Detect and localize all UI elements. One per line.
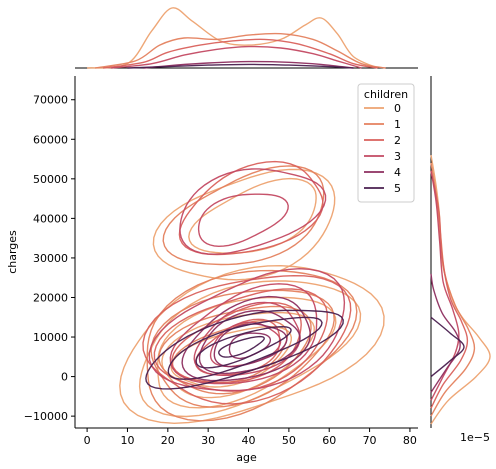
contour-line xyxy=(153,288,328,392)
contour-line xyxy=(213,323,288,368)
x-tick-label: 40 xyxy=(242,434,256,447)
axes: 0 10 20 30 40 50 60 70 80−1000001000020000300004… xyxy=(24,76,418,447)
series-1-contours xyxy=(146,165,358,422)
right-marginal-curve-2 xyxy=(430,170,469,409)
y-tick-label: 10000 xyxy=(33,331,68,344)
right-marginal-curve-4 xyxy=(430,273,461,393)
contour-line xyxy=(197,193,289,248)
legend: children 0 1 2 3 4 5 xyxy=(357,83,415,203)
y-tick-label: 20000 xyxy=(33,291,68,304)
contour-line xyxy=(171,301,302,384)
legend-item: 4 xyxy=(364,166,401,179)
right-marginal-offset-label: 1e−5 xyxy=(460,431,490,444)
legend-title: children xyxy=(364,88,408,101)
x-tick-label: 70 xyxy=(363,434,377,447)
right-marginal-curve-1 xyxy=(430,162,476,417)
top-marginal-curve-0 xyxy=(87,7,378,69)
top-marginal-curve-1 xyxy=(95,32,386,69)
contour-line xyxy=(148,267,346,392)
top-marginal-plot xyxy=(75,7,418,69)
legend-label: 0 xyxy=(394,102,401,115)
top-marginal-curve-3 xyxy=(111,45,362,69)
legend-item: 2 xyxy=(364,134,401,147)
legend-label: 2 xyxy=(394,134,401,147)
legend-item: 5 xyxy=(364,182,401,195)
series-5-contours xyxy=(145,309,344,390)
contour-line xyxy=(178,160,324,256)
top-marginal-curve-2 xyxy=(103,38,378,69)
y-tick-label: 70000 xyxy=(33,94,68,107)
x-tick-label: 50 xyxy=(282,434,296,447)
legend-label: 4 xyxy=(394,166,401,179)
x-tick-label: 30 xyxy=(201,434,215,447)
y-tick-label: −10000 xyxy=(24,410,68,423)
x-axis-label: age xyxy=(236,451,257,464)
legend-item: 0 xyxy=(364,102,401,115)
x-tick-label: 10 xyxy=(120,434,134,447)
right-marginal-plot xyxy=(430,76,491,428)
y-tick-label: 30000 xyxy=(33,252,68,265)
x-tick-label: 0 xyxy=(84,434,91,447)
y-tick-label: 50000 xyxy=(33,173,68,186)
series-2-contours xyxy=(142,160,352,405)
legend-items: 0 1 2 3 4 5 xyxy=(364,102,401,195)
y-tick-label: 0 xyxy=(61,371,68,384)
contour-line xyxy=(145,309,344,390)
legend-label: 3 xyxy=(394,150,401,163)
legend-label: 5 xyxy=(394,182,401,195)
top-marginal-curve-5 xyxy=(127,63,354,69)
contour-line xyxy=(162,165,325,266)
x-tick-label: 60 xyxy=(322,434,336,447)
x-tick-label: 80 xyxy=(403,434,417,447)
legend-frame xyxy=(357,83,415,203)
top-marginal-curve-4 xyxy=(143,60,354,69)
contour-layer xyxy=(119,160,385,425)
main-plot: 0 10 20 30 40 50 60 70 80−1000001000020000300004… xyxy=(24,76,418,447)
legend-label: 1 xyxy=(394,118,401,131)
right-marginal-curve-3 xyxy=(430,170,460,401)
legend-item: 3 xyxy=(364,150,401,163)
x-tick-label: 20 xyxy=(161,434,175,447)
y-tick-label: 40000 xyxy=(33,212,68,225)
legend-item: 1 xyxy=(364,118,401,131)
contour-line xyxy=(179,168,327,255)
contour-line xyxy=(218,335,265,358)
contour-line xyxy=(181,295,311,382)
y-tick-label: 60000 xyxy=(33,133,68,146)
y-axis-label: charges xyxy=(6,230,19,274)
contour-line xyxy=(188,177,317,254)
contour-line xyxy=(167,316,323,380)
contour-line xyxy=(138,280,362,418)
contour-line xyxy=(195,325,292,369)
right-marginal-curve-5 xyxy=(430,316,465,378)
